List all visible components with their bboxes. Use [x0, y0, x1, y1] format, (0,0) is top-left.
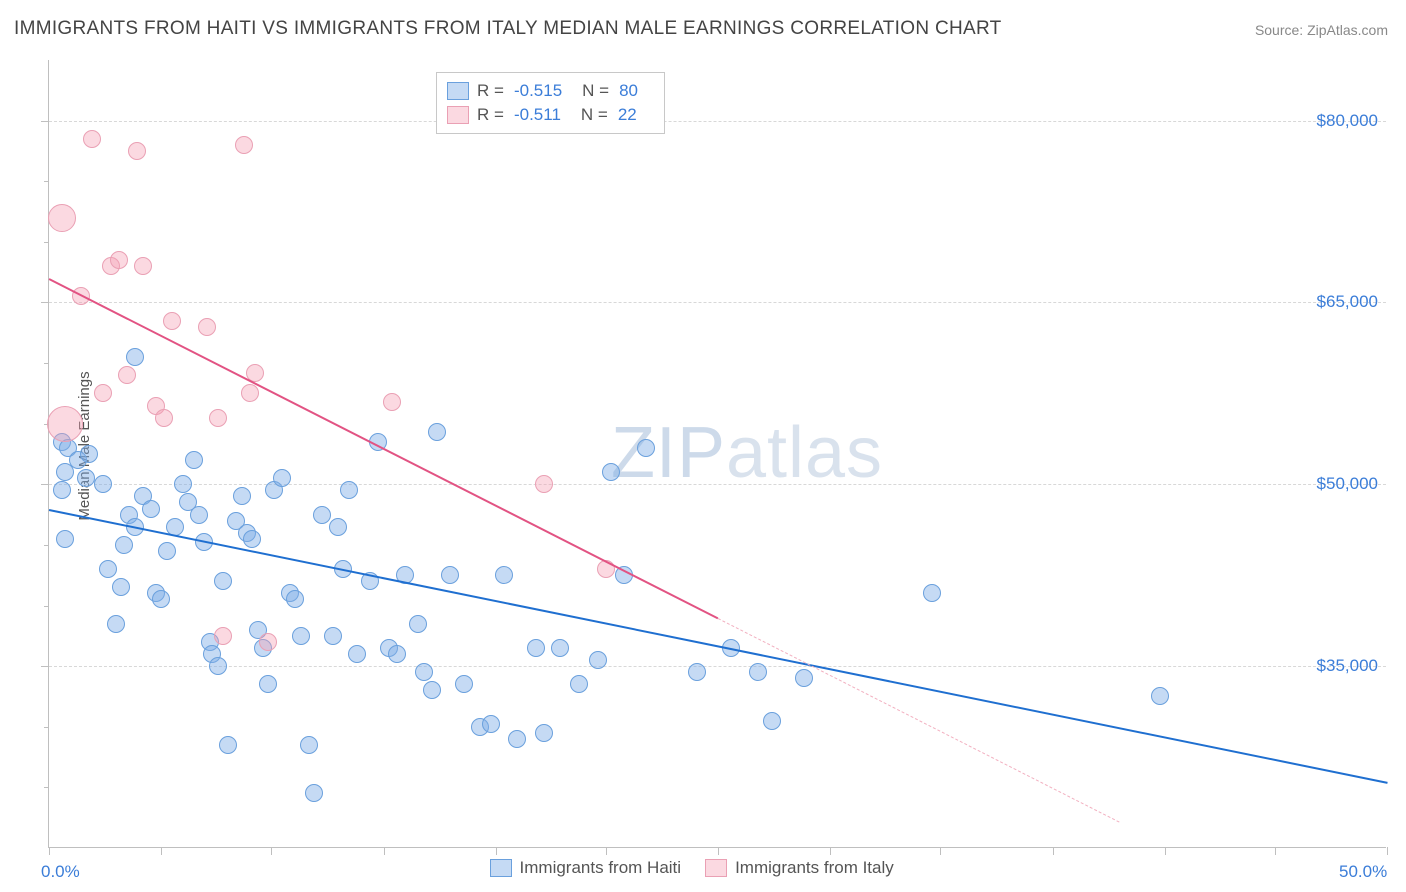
trend-line	[49, 278, 719, 619]
legend-label: Immigrants from Italy	[735, 858, 894, 878]
scatter-point	[83, 130, 101, 148]
scatter-point	[923, 584, 941, 602]
scatter-point	[214, 572, 232, 590]
scatter-point	[388, 645, 406, 663]
scatter-point	[259, 675, 277, 693]
scatter-point	[688, 663, 706, 681]
legend-swatch	[705, 859, 727, 877]
scatter-point	[340, 481, 358, 499]
legend-stats: R =-0.515N =80R =-0.511N =22	[436, 72, 665, 134]
gridline	[49, 302, 1386, 303]
scatter-point	[110, 251, 128, 269]
source-label: Source: ZipAtlas.com	[1255, 22, 1388, 38]
scatter-point	[155, 409, 173, 427]
scatter-point	[795, 669, 813, 687]
scatter-point	[329, 518, 347, 536]
scatter-point	[126, 348, 144, 366]
y-tick-label: $65,000	[1317, 292, 1378, 312]
scatter-point	[286, 590, 304, 608]
scatter-point	[763, 712, 781, 730]
scatter-point	[128, 142, 146, 160]
gridline	[49, 121, 1386, 122]
scatter-point	[637, 439, 655, 457]
scatter-point	[292, 627, 310, 645]
scatter-point	[243, 530, 261, 548]
scatter-point	[313, 506, 331, 524]
scatter-point	[185, 451, 203, 469]
scatter-point	[48, 204, 76, 232]
scatter-point	[214, 627, 232, 645]
correlation-chart: IMMIGRANTS FROM HAITI VS IMMIGRANTS FROM…	[0, 0, 1406, 892]
legend-swatch	[447, 106, 469, 124]
scatter-point	[305, 784, 323, 802]
x-tick-label: 50.0%	[1339, 862, 1387, 882]
scatter-point	[241, 384, 259, 402]
scatter-point	[602, 463, 620, 481]
scatter-point	[198, 318, 216, 336]
scatter-point	[53, 481, 71, 499]
scatter-point	[94, 384, 112, 402]
scatter-point	[535, 724, 553, 742]
scatter-point	[163, 312, 181, 330]
scatter-point	[152, 590, 170, 608]
x-tick-label: 0.0%	[41, 862, 80, 882]
scatter-point	[190, 506, 208, 524]
plot-area: $35,000$50,000$65,000$80,0000.0%50.0%ZIP…	[48, 60, 1386, 848]
scatter-point	[80, 445, 98, 463]
scatter-point	[134, 257, 152, 275]
scatter-point	[56, 530, 74, 548]
scatter-point	[107, 615, 125, 633]
scatter-point	[482, 715, 500, 733]
scatter-point	[409, 615, 427, 633]
scatter-point	[441, 566, 459, 584]
scatter-point	[428, 423, 446, 441]
scatter-point	[508, 730, 526, 748]
scatter-point	[383, 393, 401, 411]
scatter-point	[47, 406, 83, 442]
scatter-point	[300, 736, 318, 754]
scatter-point	[495, 566, 513, 584]
scatter-point	[174, 475, 192, 493]
scatter-point	[423, 681, 441, 699]
scatter-point	[527, 639, 545, 657]
chart-title: IMMIGRANTS FROM HAITI VS IMMIGRANTS FROM…	[14, 18, 1002, 40]
scatter-point	[99, 560, 117, 578]
scatter-point	[348, 645, 366, 663]
gridline	[49, 666, 1386, 667]
scatter-point	[415, 663, 433, 681]
scatter-point	[1151, 687, 1169, 705]
scatter-point	[324, 627, 342, 645]
scatter-point	[112, 578, 130, 596]
scatter-point	[233, 487, 251, 505]
scatter-point	[570, 675, 588, 693]
legend-series: Immigrants from Haiti Immigrants from Ita…	[490, 858, 894, 878]
y-tick-label: $35,000	[1317, 656, 1378, 676]
scatter-point	[142, 500, 160, 518]
scatter-point	[551, 639, 569, 657]
scatter-point	[273, 469, 291, 487]
scatter-point	[158, 542, 176, 560]
scatter-point	[455, 675, 473, 693]
scatter-point	[209, 409, 227, 427]
y-tick-label: $80,000	[1317, 111, 1378, 131]
scatter-point	[209, 657, 227, 675]
scatter-point	[589, 651, 607, 669]
legend-label: Immigrants from Haiti	[520, 858, 682, 878]
trend-line	[49, 509, 1387, 784]
scatter-point	[259, 633, 277, 651]
scatter-point	[235, 136, 253, 154]
legend-swatch	[447, 82, 469, 100]
scatter-point	[219, 736, 237, 754]
gridline	[49, 484, 1386, 485]
scatter-point	[535, 475, 553, 493]
scatter-point	[94, 475, 112, 493]
legend-swatch	[490, 859, 512, 877]
scatter-point	[118, 366, 136, 384]
scatter-point	[115, 536, 133, 554]
scatter-point	[749, 663, 767, 681]
y-tick-label: $50,000	[1317, 474, 1378, 494]
